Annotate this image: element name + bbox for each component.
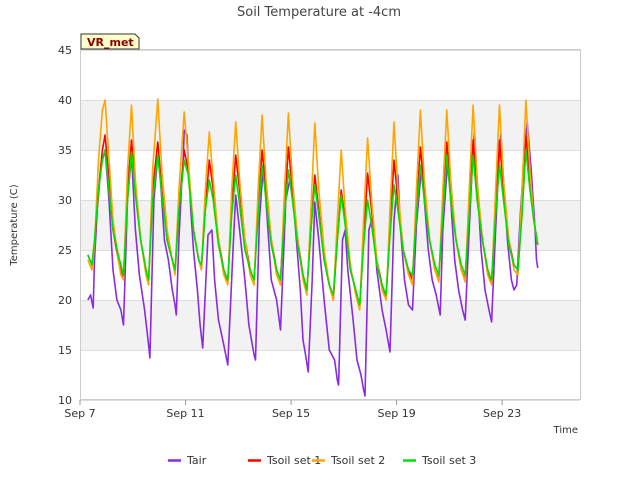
y-tick-label-10: 10 (58, 394, 72, 407)
x-tick-label: Sep 11 (166, 407, 204, 420)
y-tick-label-35: 35 (58, 144, 72, 157)
y-tick-label-20: 20 (58, 294, 72, 307)
y-axis-ticks: 10 15 20 25 30 35 40 45 (58, 44, 72, 407)
x-tick-label: Sep 15 (272, 407, 310, 420)
series-lines (87, 98, 539, 397)
y-tick-label-15: 15 (58, 344, 72, 357)
plot-frame (80, 49, 581, 400)
legend: Tair Tsoil set 1 Tsoil set 2 Tsoil set 3 (168, 454, 476, 467)
y-tick-label-40: 40 (58, 94, 72, 107)
y-axis-label: Temperature (C) (9, 184, 20, 266)
y-tick-label-25: 25 (58, 244, 72, 257)
grid-band-2 (80, 100, 580, 150)
grid-band-0 (80, 300, 580, 350)
x-axis-ticks: Sep 7 Sep 11 Sep 15 Sep 19 Sep 23 (64, 400, 521, 420)
legend-label-tsoil-set-1: Tsoil set 1 (266, 454, 321, 467)
x-axis-label: Time (553, 425, 578, 436)
y-tick-label-45: 45 (58, 44, 72, 57)
legend-label-tsoil-set-3: Tsoil set 3 (421, 454, 476, 467)
x-tick-label: Sep 23 (483, 407, 521, 420)
x-tick-label: Sep 7 (64, 407, 95, 420)
x-tick-label: Sep 19 (378, 407, 416, 420)
chart-title: Soil Temperature at -4cm (237, 5, 401, 20)
y-tick-label-30: 30 (58, 194, 72, 207)
legend-label-tair: Tair (186, 454, 207, 467)
badge-label: VR_met (87, 36, 134, 49)
legend-label-tsoil-set-2: Tsoil set 2 (330, 454, 385, 467)
badge-box (80, 33, 140, 50)
series-line-tsoil-set-3 (87, 149, 539, 306)
vr-met-badge: VR_met (80, 33, 140, 50)
